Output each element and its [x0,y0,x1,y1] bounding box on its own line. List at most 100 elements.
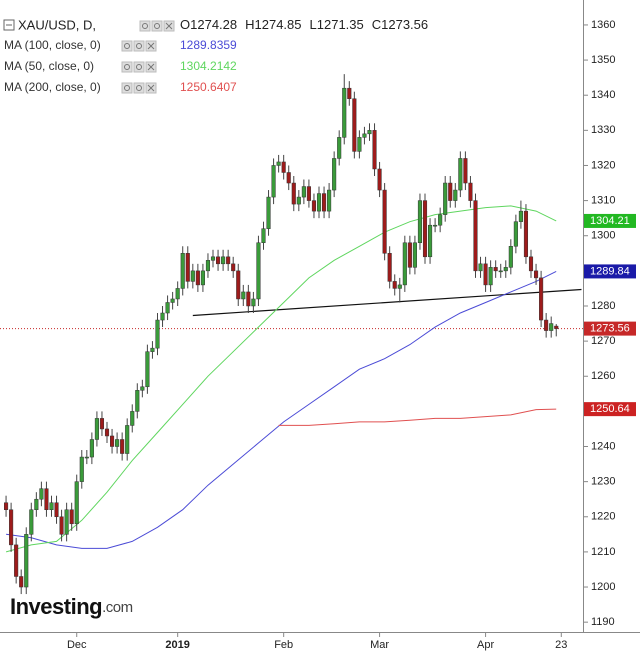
y-tick-label: 1200 [591,581,615,593]
header-icons [139,20,175,32]
gear-icon [124,64,130,70]
candle-body [544,319,549,331]
settings-icon[interactable] [139,20,151,32]
ma-axis-label-bg [584,264,636,279]
settings-icon[interactable] [151,20,163,32]
candle-body [170,298,175,303]
candle-body [488,267,493,286]
candle-body [357,137,362,152]
candle-body [241,291,246,300]
settings-icon[interactable] [133,82,145,94]
candle-body [195,270,200,286]
ohlc-value: 1274.85 [255,17,302,32]
y-tick-label: 1330 [591,124,615,136]
candle-body [221,256,226,265]
gear-icon [124,43,130,49]
candle-body [185,253,190,282]
ohlc-letter: L [310,17,317,32]
gear-icon [136,43,142,49]
candle-body [448,182,453,201]
candle-body [296,196,301,205]
y-tick-label: 1320 [591,159,615,171]
y-tick-label: 1300 [591,230,615,242]
candle-body [34,498,39,510]
candle-body [498,270,503,273]
candle-body [518,210,523,222]
ohlc-letter: H [245,17,254,32]
ohlc-header: O1274.28 H1274.85 L1271.35 C1273.56 [180,17,428,32]
candle-body [261,228,266,244]
candle-body [332,158,337,191]
candle-body [130,411,135,426]
settings-icon[interactable] [121,82,133,94]
candle-body [266,196,271,229]
y-tick-label: 1310 [591,195,615,207]
candle-body [120,439,125,454]
candle-body [508,246,513,268]
x-tick-label: Dec [67,639,87,651]
candle-body [468,182,473,201]
candle-body [236,270,241,300]
ma-axis-label-bg [584,402,636,417]
candle-body [155,319,160,349]
gear-icon [136,85,142,91]
collapse-icon[interactable] [3,19,15,31]
candle-body [549,323,554,331]
y-tick-label: 1340 [591,89,615,101]
gear-icon [136,64,142,70]
candle-body [135,390,140,412]
settings-icon[interactable] [121,40,133,52]
y-tick-label: 1270 [591,335,615,347]
candle-body [397,284,402,289]
candle-body [286,172,291,184]
close-icon [147,63,155,71]
settings-icon[interactable] [133,61,145,73]
candle-body [115,439,120,447]
watermark-suffix: .com [102,599,133,616]
candle-body [327,189,332,212]
candle-body [392,281,397,289]
candle-body [493,267,498,272]
candle-body [402,242,407,286]
candle-body [534,270,539,279]
watermark-main: Investing [10,594,102,619]
candle-body [89,439,94,458]
settings-icon[interactable] [133,40,145,52]
y-tick-label: 1260 [591,370,615,382]
legend-value: 1289.8359 [180,38,237,52]
candle-body [150,347,155,352]
candle-body [417,200,423,244]
ma-axis-label: 1304.21 [590,215,630,227]
candle-body [362,133,367,138]
candle-body [422,200,428,258]
candle-body [231,263,236,272]
candle-body [301,186,306,198]
gear-icon [154,23,160,29]
candle-body [4,502,9,510]
ma-line [6,270,557,549]
settings-icon[interactable] [121,61,133,73]
candle-body [200,270,205,286]
candle-body [14,544,19,577]
candle-body [251,298,256,307]
candle-body [322,193,327,212]
candle-body [347,87,352,99]
candle-body [175,288,180,300]
candle-body [74,481,79,525]
candle-body [342,87,347,138]
candle-body [99,418,105,430]
x-tick-label: Feb [274,639,293,651]
candle-body [372,130,377,170]
plot-area [0,74,583,595]
close-icon [147,84,155,92]
ma-line [278,408,557,426]
candle-body [337,137,342,159]
ohlc-letter: C [372,17,381,32]
candle-body [210,256,216,261]
candle-body [377,168,382,191]
y-tick-label: 1190 [591,616,615,628]
candle-body [428,224,433,258]
trendline [192,288,582,317]
